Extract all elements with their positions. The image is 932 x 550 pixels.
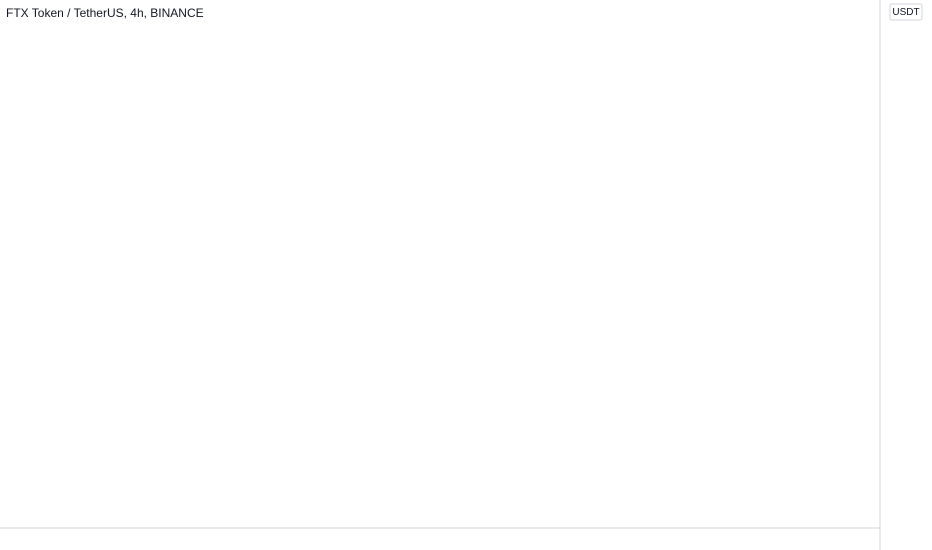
chart-title: FTX Token / TetherUS, 4h, BINANCE	[6, 6, 204, 20]
currency-box[interactable]	[889, 3, 923, 21]
currency: USDT	[892, 7, 919, 18]
